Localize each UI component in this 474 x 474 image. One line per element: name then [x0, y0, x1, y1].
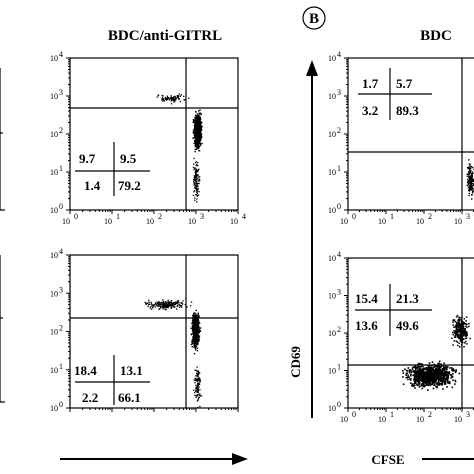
y-tick-label: 10 — [50, 289, 58, 298]
panel-letter-circle — [302, 6, 326, 30]
y-axis-label: CD69 — [288, 346, 303, 378]
y-tick-exponent: 0 — [337, 400, 341, 409]
y-tick-label: 10 — [50, 366, 58, 375]
x-tick-label: 10 — [378, 415, 386, 424]
frame-gitrl-bottom — [69, 254, 239, 409]
bdc-top-lr: 89.3 — [396, 103, 419, 118]
x-tick-exponent: 1 — [390, 410, 394, 419]
y-tick-exponent: 3 — [59, 285, 63, 294]
y-tick-exponent: 1 — [59, 362, 63, 371]
y-tick-label: 10 — [328, 206, 336, 215]
y-tick-label: 10 — [328, 254, 336, 263]
y-tick-exponent: 1 — [337, 363, 341, 372]
x-tick-exponent: 1 — [390, 212, 394, 221]
table-dividers — [75, 68, 432, 405]
y-tick-exponent: 3 — [59, 88, 63, 97]
x-tick-exponent: 3 — [200, 212, 204, 221]
x-tick-label: 10 — [416, 217, 424, 226]
bdc-bottom-ll: 13.6 — [355, 318, 378, 333]
y-tick-exponent: 3 — [337, 88, 341, 97]
x-tick-label: 10 — [62, 217, 70, 226]
event-dots — [144, 93, 474, 409]
x-tick-exponent: 2 — [428, 212, 432, 221]
x-tick-label: 10 — [146, 217, 154, 226]
y-tick-label: 10 — [328, 367, 336, 376]
y-tick-exponent: 0 — [337, 202, 341, 211]
bdc-top-ll: 3.2 — [362, 103, 378, 118]
y-tick-exponent: 1 — [337, 164, 341, 173]
x-tick-label: 10 — [454, 217, 462, 226]
x-tick-exponent: 1 — [116, 212, 120, 221]
y-tick-label: 10 — [328, 168, 336, 177]
x-axis-label: CFSE — [371, 452, 404, 467]
y-tick-label: 10 — [328, 292, 336, 301]
left-edge-fragments — [0, 68, 5, 403]
x-tick-label: 10 — [416, 415, 424, 424]
y-tick-label: 10 — [50, 54, 58, 63]
y-tick-label: 10 — [50, 404, 58, 413]
x-tick-label: 10 — [340, 217, 348, 226]
x-tick-label: 10 — [230, 217, 238, 226]
x-tick-label: 10 — [104, 217, 112, 226]
gitrl-bottom-ul: 18.4 — [74, 363, 97, 378]
x-tick-exponent: 3 — [466, 212, 470, 221]
y-tick-label: 10 — [50, 130, 58, 139]
gitrl-top-ur: 9.5 — [120, 151, 137, 166]
bdc-bottom-ul: 15.4 — [355, 291, 378, 306]
bdc-top-ul: 1.7 — [362, 76, 379, 91]
axis-arrows — [60, 60, 474, 465]
y-tick-label: 10 — [50, 206, 58, 215]
y-tick-label: 10 — [50, 92, 58, 101]
gitrl-top-ll: 1.4 — [84, 178, 101, 193]
bdc-bottom-lr: 49.6 — [396, 318, 419, 333]
y-tick-exponent: 2 — [59, 126, 63, 135]
y-tick-exponent: 2 — [337, 126, 341, 135]
y-arrow-icon — [306, 60, 318, 76]
bdc-top-ur: 5.7 — [396, 76, 413, 91]
gitrl-top-ul: 9.7 — [79, 151, 96, 166]
y-tick-label: 10 — [328, 54, 336, 63]
y-tick-exponent: 4 — [337, 50, 341, 59]
x-tick-exponent: 4 — [242, 212, 246, 221]
y-tick-exponent: 2 — [337, 325, 341, 334]
y-tick-label: 10 — [328, 130, 336, 139]
quadrant-values: 9.7 9.5 1.4 79.2 18.4 13.1 2.2 66.1 1.7 … — [74, 76, 419, 405]
title-left: BDC/anti-GITRL — [108, 28, 222, 44]
x-tick-exponent: 0 — [352, 212, 356, 221]
bdc-bottom-ur: 21.3 — [396, 291, 419, 306]
y-tick-exponent: 4 — [337, 250, 341, 259]
y-tick-label: 10 — [328, 329, 336, 338]
y-tick-exponent: 0 — [59, 400, 63, 409]
y-tick-exponent: 2 — [59, 324, 63, 333]
y-tick-label: 10 — [50, 328, 58, 337]
y-tick-label: 10 — [328, 404, 336, 413]
y-tick-label: 10 — [328, 92, 336, 101]
x-tick-exponent: 2 — [158, 212, 162, 221]
x-tick-exponent: 2 — [428, 410, 432, 419]
x-tick-label: 10 — [188, 217, 196, 226]
x-tick-exponent: 3 — [466, 410, 470, 419]
title-right: BDC — [420, 28, 452, 44]
x-tick-exponent: 0 — [74, 212, 78, 221]
y-tick-exponent: 3 — [337, 288, 341, 297]
gitrl-bottom-lr: 66.1 — [118, 390, 141, 405]
x-tick-label: 10 — [340, 415, 348, 424]
x-arrow-icon — [232, 453, 248, 465]
y-tick-exponent: 0 — [59, 202, 63, 211]
x-tick-label: 10 — [454, 415, 462, 424]
gitrl-top-lr: 79.2 — [118, 178, 141, 193]
y-tick-exponent: 4 — [59, 50, 63, 59]
gitrl-bottom-ur: 13.1 — [120, 363, 143, 378]
x-tick-label: 10 — [378, 217, 386, 226]
x-tick-exponent: 0 — [352, 410, 356, 419]
y-tick-exponent: 4 — [59, 247, 63, 256]
panel-letter: B — [309, 11, 319, 27]
y-tick-exponent: 1 — [59, 164, 63, 173]
y-tick-label: 10 — [50, 251, 58, 260]
gitrl-bottom-ll: 2.2 — [82, 390, 98, 405]
y-tick-label: 10 — [50, 168, 58, 177]
